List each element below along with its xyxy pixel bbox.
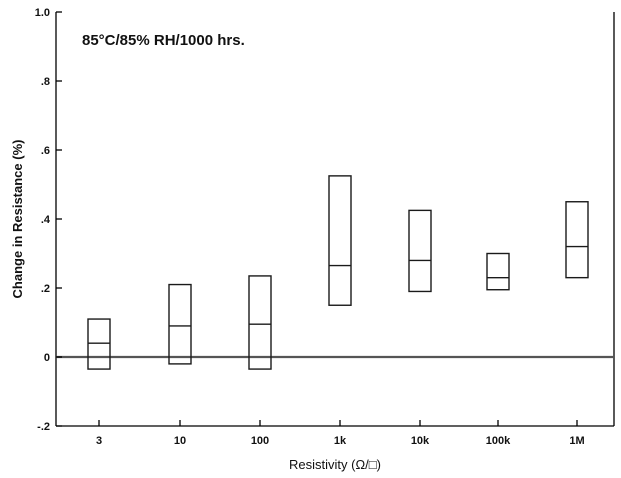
- x-tick-label: 10k: [411, 435, 430, 447]
- range-box: [248, 275, 272, 370]
- y-tick-label: -.2: [37, 421, 50, 433]
- y-tick-label: .4: [41, 214, 51, 226]
- y-tick-label: 0: [44, 352, 50, 364]
- y-tick-label: .6: [41, 145, 50, 157]
- y-tick-label: .8: [41, 76, 50, 88]
- chart-title: 85°C/85% RH/1000 hrs.: [82, 32, 245, 49]
- x-axis-ticks: 3 10 100 1k 10k 100k 1M: [96, 420, 585, 447]
- range-box: [486, 252, 510, 291]
- y-tick-label: .2: [41, 283, 50, 295]
- x-tick-label: 100k: [486, 435, 511, 447]
- range-box: [408, 209, 432, 293]
- y-axis-ticks: -.2 0 .2 .4 .6 .8 1.0: [35, 7, 62, 433]
- range-box: [565, 201, 589, 279]
- axes: [55, 12, 615, 427]
- y-tick-label: 1.0: [35, 7, 50, 19]
- x-tick-label: 10: [174, 435, 186, 447]
- x-axis-title: Resistivity (Ω/□): [289, 457, 381, 472]
- x-tick-label: 1k: [334, 435, 347, 447]
- range-box: [328, 175, 352, 306]
- y-axis-title: Change in Resistance (%): [10, 140, 25, 299]
- data-boxes: [87, 175, 589, 370]
- range-box: [168, 283, 192, 365]
- x-tick-label: 3: [96, 435, 102, 447]
- x-tick-label: 100: [251, 435, 269, 447]
- x-tick-label: 1M: [569, 435, 584, 447]
- range-box: [87, 318, 111, 370]
